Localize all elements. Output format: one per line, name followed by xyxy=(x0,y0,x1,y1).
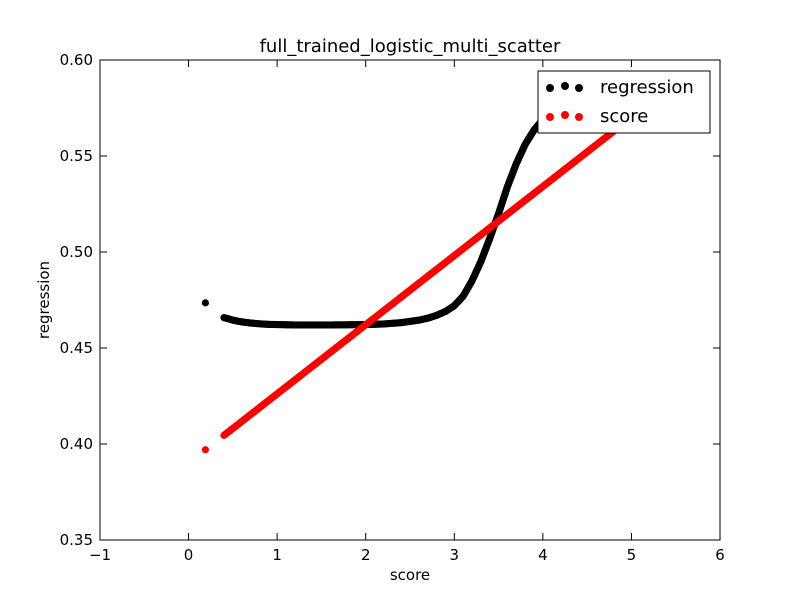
y-tick-label: 0.40 xyxy=(60,435,93,453)
x-tick-label: 6 xyxy=(715,546,725,564)
legend: regression score xyxy=(537,70,711,134)
legend-label-score: score xyxy=(600,106,648,127)
y-tick-label: 0.35 xyxy=(60,531,93,549)
legend-marker-regression xyxy=(546,84,554,92)
y-tick-label: 0.55 xyxy=(60,147,93,165)
y-axis-label: regression xyxy=(35,261,53,339)
x-axis-label: score xyxy=(390,566,430,584)
ticks-layer: −1 0 1 2 3 4 5 6 0.35 0.40 0.45 0.50 0.55 0.60 xyxy=(60,51,725,564)
chart-title: full_trained_logistic_multi_scatter xyxy=(260,36,561,57)
x-tick-label: −1 xyxy=(89,546,111,564)
plot-frame xyxy=(99,59,721,541)
data-point-score xyxy=(201,446,209,454)
y-tick-label: 0.60 xyxy=(60,51,93,69)
x-tick-label: 3 xyxy=(450,546,460,564)
x-tick-label: 0 xyxy=(184,546,194,564)
legend-marker-score xyxy=(546,113,554,121)
x-tick-label: 4 xyxy=(538,546,548,564)
data-point-regression xyxy=(201,299,209,307)
y-tick-label: 0.50 xyxy=(60,243,93,261)
x-tick-label: 5 xyxy=(627,546,637,564)
legend-marker-regression xyxy=(561,82,569,90)
legend-marker-score xyxy=(575,113,583,121)
x-tick-label: 1 xyxy=(272,546,282,564)
legend-label-regression: regression xyxy=(600,77,694,98)
y-tick-label: 0.45 xyxy=(60,339,93,357)
x-tick-label: 2 xyxy=(361,546,371,564)
legend-marker-score xyxy=(561,111,569,119)
legend-box xyxy=(537,70,711,134)
legend-marker-regression xyxy=(575,84,583,92)
